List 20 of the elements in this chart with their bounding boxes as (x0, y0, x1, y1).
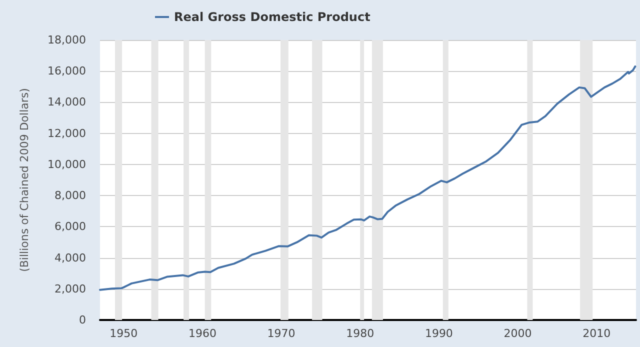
y-tick-label: 12,000 (48, 126, 86, 140)
line-series (99, 65, 636, 291)
x-tick-label: 2000 (504, 327, 532, 340)
y-tick-label: 8,000 (54, 189, 86, 202)
y-tick-label: 0 (79, 314, 86, 326)
legend-label: Real Gross Domestic Product (174, 10, 371, 24)
x-tick-label: 1970 (267, 327, 296, 340)
x-tick-label: 1960 (188, 327, 216, 340)
y-tick-label: 4,000 (54, 251, 86, 264)
x-tick-label: 1950 (110, 327, 138, 340)
y-tick-label: 16,000 (48, 64, 86, 78)
y-tick-label: 6,000 (54, 220, 86, 234)
y-tick-label: 2,000 (54, 282, 86, 296)
y-tick-label: 10,000 (48, 158, 86, 171)
y-axis-title: (Billions of Chained 2009 Dollars) (18, 88, 31, 272)
x-tick-label: 1990 (424, 327, 453, 340)
x-tick-label: 1980 (346, 327, 374, 340)
y-tick-label: 14,000 (48, 96, 86, 109)
x-tick-label: 2010 (582, 327, 611, 340)
y-tick-label: 18,000 (48, 34, 86, 46)
